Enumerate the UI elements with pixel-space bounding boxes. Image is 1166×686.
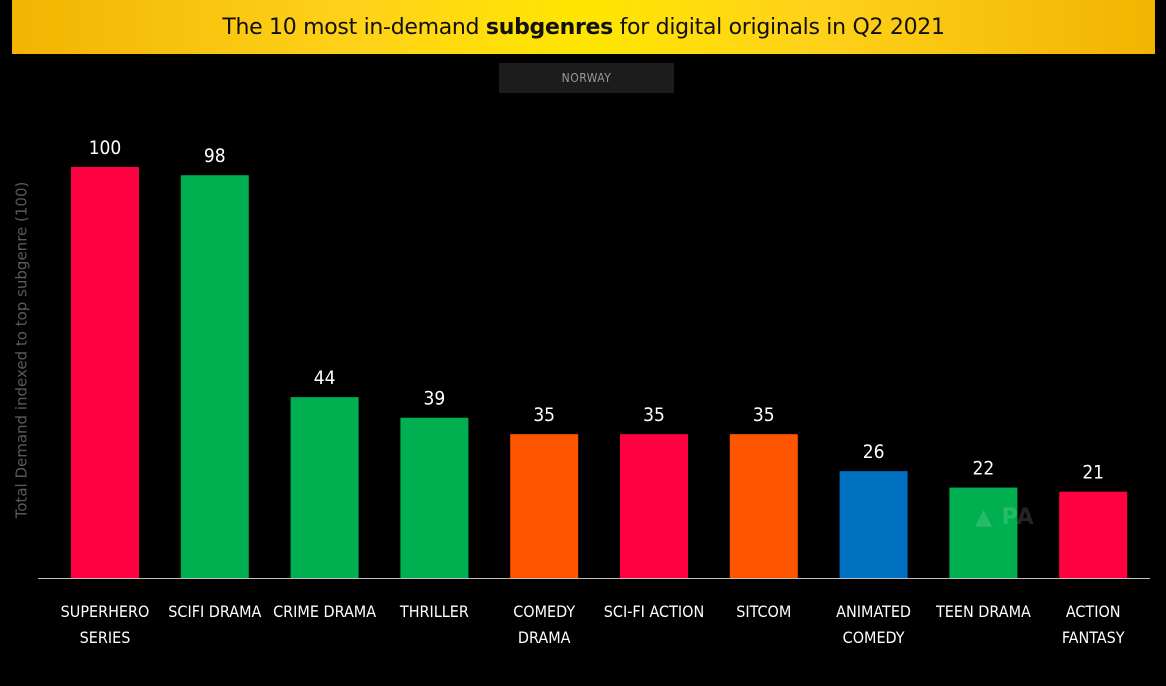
data-label-5: 35	[643, 404, 665, 426]
data-label-3: 39	[424, 388, 446, 410]
bar-2	[290, 397, 359, 578]
bar-4	[510, 434, 579, 578]
chart-title: The 10 most in-demand subgenres for digi…	[222, 14, 945, 40]
title-bold: subgenres	[485, 14, 613, 40]
category-label-9: ACTION FANTASY	[1062, 602, 1125, 647]
bar-7	[839, 471, 908, 578]
bar-6	[729, 434, 798, 578]
region-label: NORWAY	[561, 71, 612, 85]
category-label-4: COMEDY DRAMA	[513, 602, 575, 647]
category-label-1: SCIFI DRAMA	[168, 602, 261, 621]
category-label-0: SUPERHERO SERIES	[61, 602, 150, 647]
bar-8	[949, 487, 1018, 578]
title-pre: The 10 most in-demand	[222, 14, 486, 40]
region-filter[interactable]: NORWAY	[499, 63, 674, 93]
title-banner: The 10 most in-demand subgenres for digi…	[12, 0, 1155, 54]
category-label-2: CRIME DRAMA	[273, 602, 376, 621]
bar-3	[400, 417, 469, 578]
data-label-6: 35	[753, 404, 775, 426]
title-post: for digital originals in Q2 2021	[612, 14, 945, 40]
data-label-2: 44	[314, 367, 336, 389]
bar-5	[620, 434, 688, 578]
bar-1	[180, 175, 249, 578]
data-label-7: 26	[863, 441, 885, 463]
watermark-logo: ▲ PA	[975, 505, 1035, 530]
category-label-6: SITCOM	[736, 602, 791, 621]
bar-9	[1059, 491, 1128, 578]
data-label-8: 22	[973, 458, 995, 480]
data-label-0: 100	[89, 137, 122, 159]
category-label-8: TEEN DRAMA	[935, 602, 1031, 621]
bar-0	[71, 167, 139, 578]
category-label-7: ANIMATED COMEDY	[836, 602, 911, 647]
category-label-5: SCI-FI ACTION	[604, 602, 704, 621]
data-label-1: 98	[204, 145, 226, 167]
data-label-4: 35	[533, 404, 555, 426]
data-label-9: 21	[1082, 462, 1104, 484]
category-label-3: THRILLER	[399, 602, 469, 621]
